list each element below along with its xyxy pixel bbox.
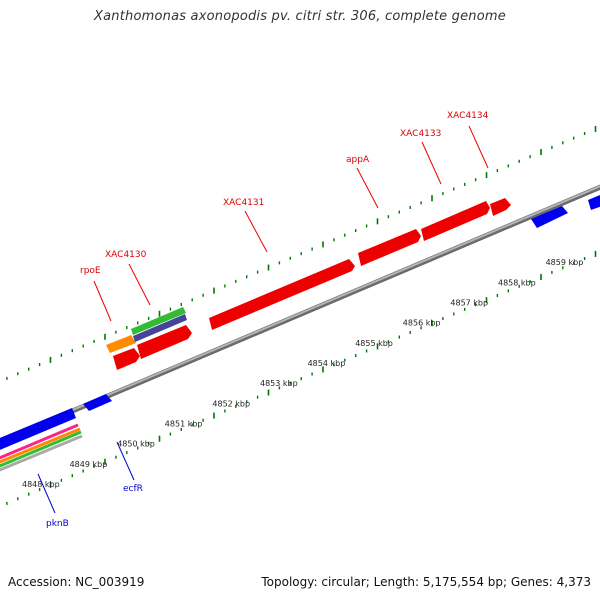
- gene-reverse-1[interactable]: [0, 408, 76, 454]
- feature-stripes: [0, 423, 83, 472]
- kbp-label: 4859 kbp: [546, 258, 584, 267]
- feature-bars: [106, 307, 187, 353]
- reverse-genes: [0, 193, 600, 454]
- feature-green: [131, 307, 186, 335]
- gene-xac4134[interactable]: [490, 198, 511, 216]
- label-rpoe[interactable]: rpoE: [80, 266, 101, 276]
- label-ecfr[interactable]: ecfR: [123, 484, 143, 494]
- gene-xac4130[interactable]: [137, 325, 192, 359]
- topology-text: Topology: circular; Length: 5,175,554 bp…: [261, 575, 591, 589]
- gene-xac4133[interactable]: [421, 201, 490, 241]
- forward-gene-labels: rpoE XAC4130 XAC4131 appA XAC4133 XAC413…: [80, 111, 489, 276]
- label-xac4130[interactable]: XAC4130: [105, 250, 147, 260]
- kbp-label: 4856 kbp: [403, 319, 441, 328]
- kbp-label: 4854 kbp: [308, 359, 346, 368]
- map-title: Xanthomonas axonopodis pv. citri str. 30…: [94, 9, 506, 24]
- forward-label-leaders: [93, 125, 489, 322]
- forward-genes: [113, 198, 511, 370]
- kbp-label: 4849 kbp: [70, 460, 108, 469]
- feature-orange: [106, 335, 136, 353]
- gene-reverse-3[interactable]: [531, 206, 568, 228]
- accession-text: Accession: NC_003919: [8, 575, 145, 589]
- kbp-label: 4848 kbp: [22, 480, 60, 489]
- kbp-label: 4853 kbp: [260, 379, 298, 388]
- reverse-gene-labels: pknB ecfR: [46, 484, 143, 529]
- feature-purple: [133, 314, 187, 342]
- kbp-labels: 4848 kbp 4849 kbp 4850 kbp 4851 kbp 4852 kbp…: [22, 258, 583, 489]
- label-xac4131[interactable]: XAC4131: [223, 198, 264, 208]
- gene-rpoe[interactable]: [113, 348, 140, 370]
- gene-reverse-4[interactable]: [588, 193, 600, 210]
- label-xac4133[interactable]: XAC4133: [400, 129, 441, 139]
- gene-appa[interactable]: [358, 229, 421, 266]
- kbp-label: 4851 kbp: [165, 419, 203, 428]
- gene-xac4131[interactable]: [209, 259, 355, 330]
- gene-reverse-2[interactable]: [83, 394, 112, 411]
- kbp-label: 4858 kbp: [498, 278, 536, 287]
- kbp-label: 4855 kbp: [355, 339, 393, 348]
- kbp-label: 4850 kbp: [117, 440, 155, 449]
- reverse-label-leaders: [37, 441, 135, 514]
- kbp-label: 4857 kbp: [450, 298, 488, 307]
- label-xac4134[interactable]: XAC4134: [447, 111, 489, 121]
- outer-tick-track: [6, 125, 597, 380]
- inner-tick-track: [6, 250, 597, 505]
- label-appa[interactable]: appA: [346, 155, 370, 165]
- label-pknb[interactable]: pknB: [46, 519, 69, 529]
- kbp-label: 4852 kbp: [212, 399, 250, 408]
